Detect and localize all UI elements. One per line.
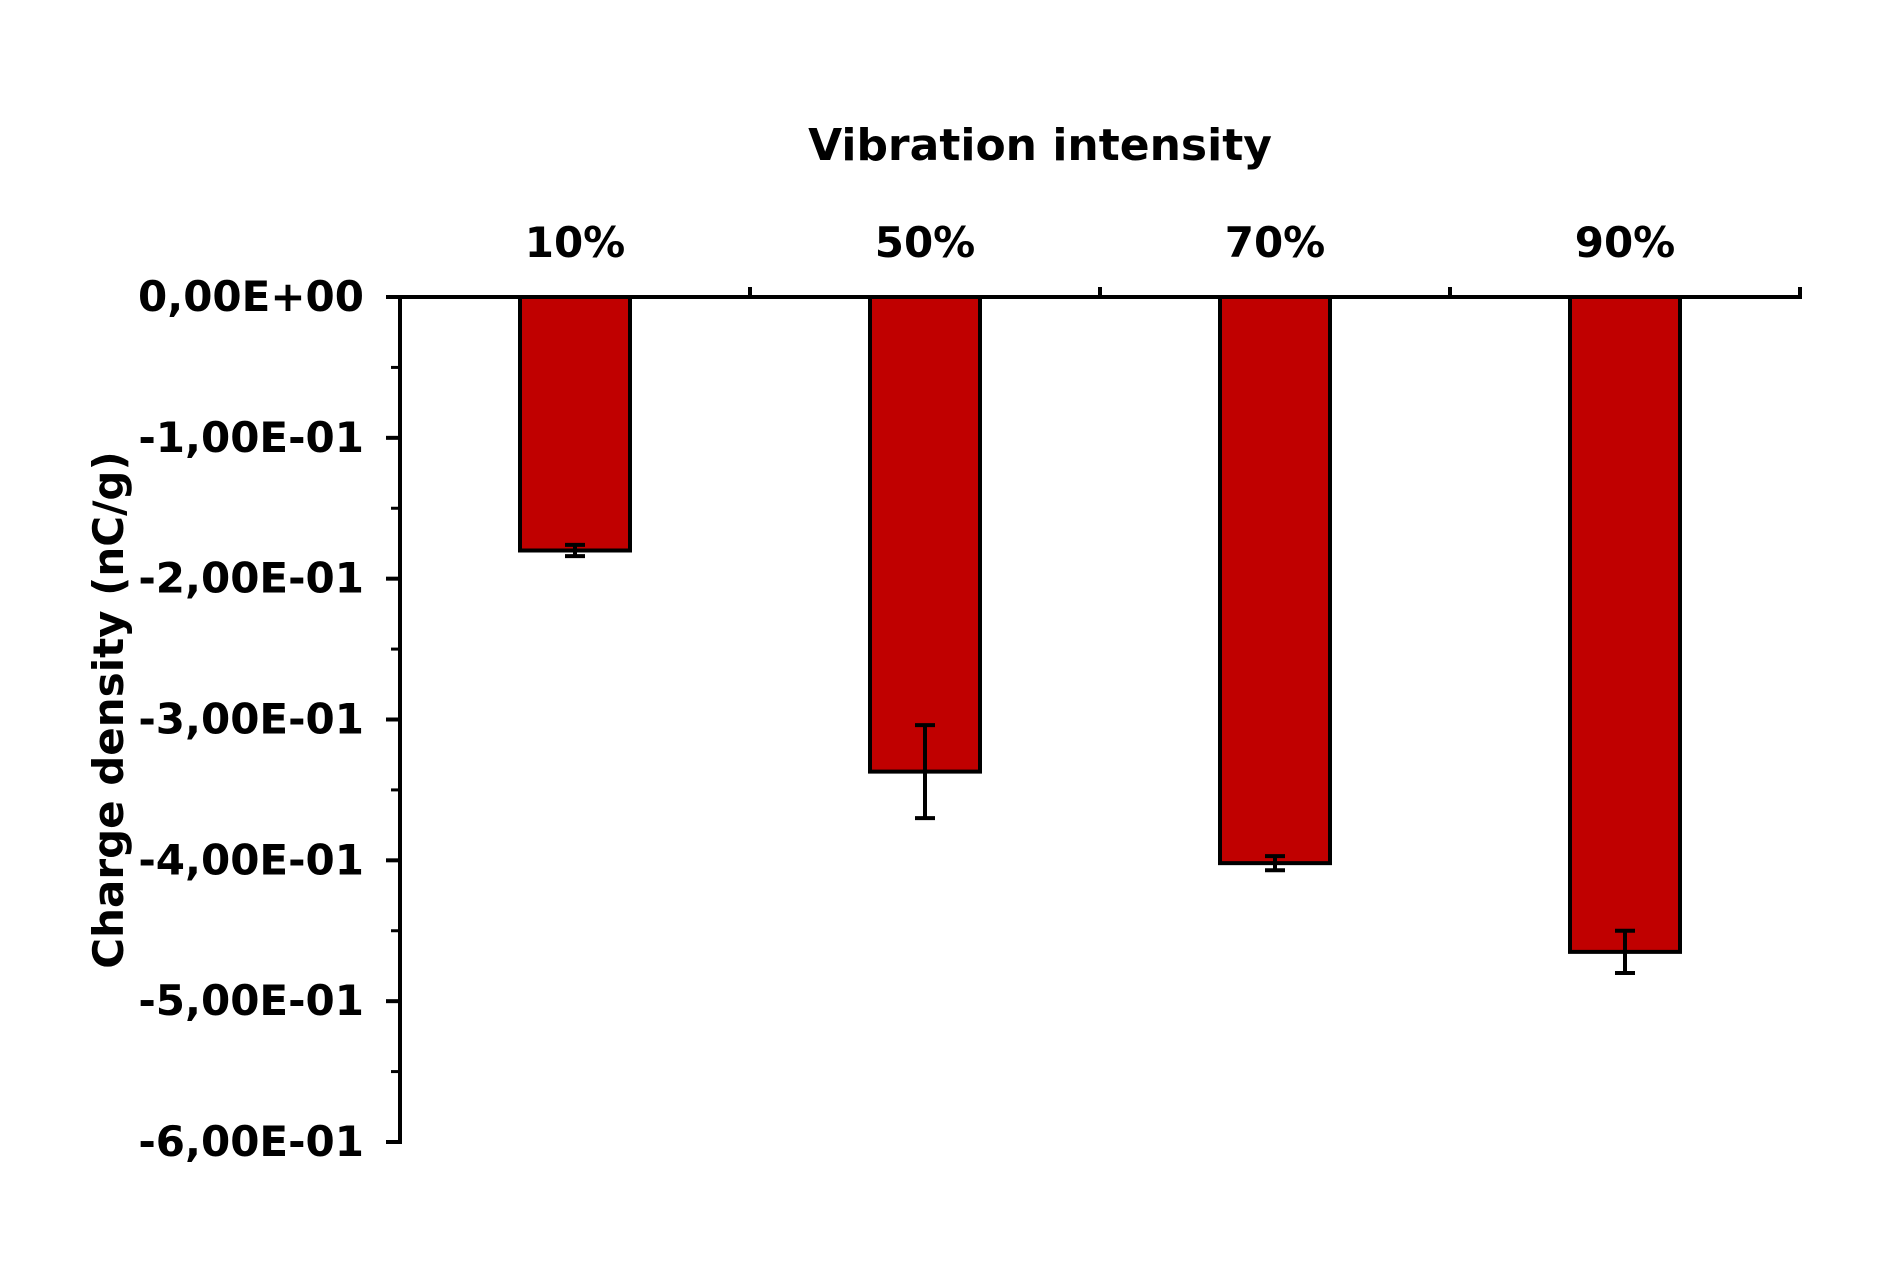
bar — [1218, 295, 1332, 866]
bar — [518, 295, 632, 553]
y-tick-label: -2,00E-01 — [138, 554, 364, 603]
y-tick-label: 0,00E+00 — [138, 272, 364, 321]
y-tick-label: -4,00E-01 — [138, 835, 364, 884]
x-tick-label: 90% — [1575, 218, 1676, 267]
y-axis-title: Charge density (nC/g) — [84, 451, 133, 968]
bar — [868, 295, 982, 774]
y-tick-label: -6,00E-01 — [138, 1117, 364, 1166]
x-tick-label: 10% — [525, 218, 626, 267]
y-tick-label: -1,00E-01 — [138, 413, 364, 462]
x-tick-label: 70% — [1225, 218, 1326, 267]
x-tick-label: 50% — [875, 218, 976, 267]
plot-area: 0,00E+00 -1,00E-01 -2,00E-01 -3,00E-01 -4,00… — [138, 218, 1802, 1166]
y-tick-label: -5,00E-01 — [138, 976, 364, 1025]
x-axis-title: Vibration intensity — [808, 120, 1272, 171]
y-tick-label: -3,00E-01 — [138, 695, 364, 744]
bar — [1568, 295, 1682, 954]
